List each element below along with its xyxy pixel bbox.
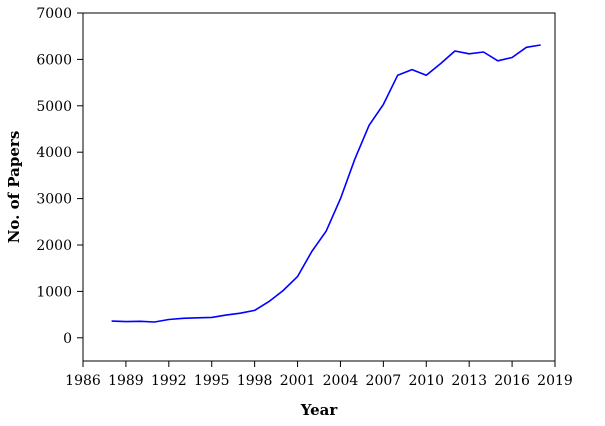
y-tick-label: 2000 [36,238,72,254]
x-tick-label: 2007 [366,373,402,389]
y-axis-ticks: 0 1000 2000 3000 4000 5000 6000 7000 [36,6,83,347]
series-group [111,44,541,323]
x-tick-label: 1989 [108,373,144,389]
y-axis-title: No. of Papers [5,131,23,244]
x-tick-label: 2004 [323,373,359,389]
x-tick-label: 2001 [280,373,316,389]
x-tick-label: 2010 [408,373,444,389]
y-tick-label: 5000 [36,99,72,115]
y-tick-label: 1000 [36,284,72,300]
plot-frame [82,12,556,362]
y-tick-label: 6000 [36,52,72,68]
x-tick-label: 1995 [194,373,230,389]
x-tick-label: 1992 [151,373,187,389]
series-line [111,44,541,323]
x-tick-label: 2019 [537,373,573,389]
y-tick-label: 7000 [36,6,72,22]
x-tick-label: 2016 [494,373,530,389]
x-tick-label: 1998 [237,373,273,389]
x-tick-label: 1986 [65,373,101,389]
y-tick-label: 3000 [36,192,72,208]
y-tick-label: 4000 [36,145,72,161]
x-axis-ticks: 1986 1989 1992 1995 1998 2001 2004 2007 2010 2013… [65,361,573,389]
y-tick-label: 0 [63,331,72,347]
x-axis-title: Year [300,401,339,419]
x-tick-label: 2013 [451,373,487,389]
